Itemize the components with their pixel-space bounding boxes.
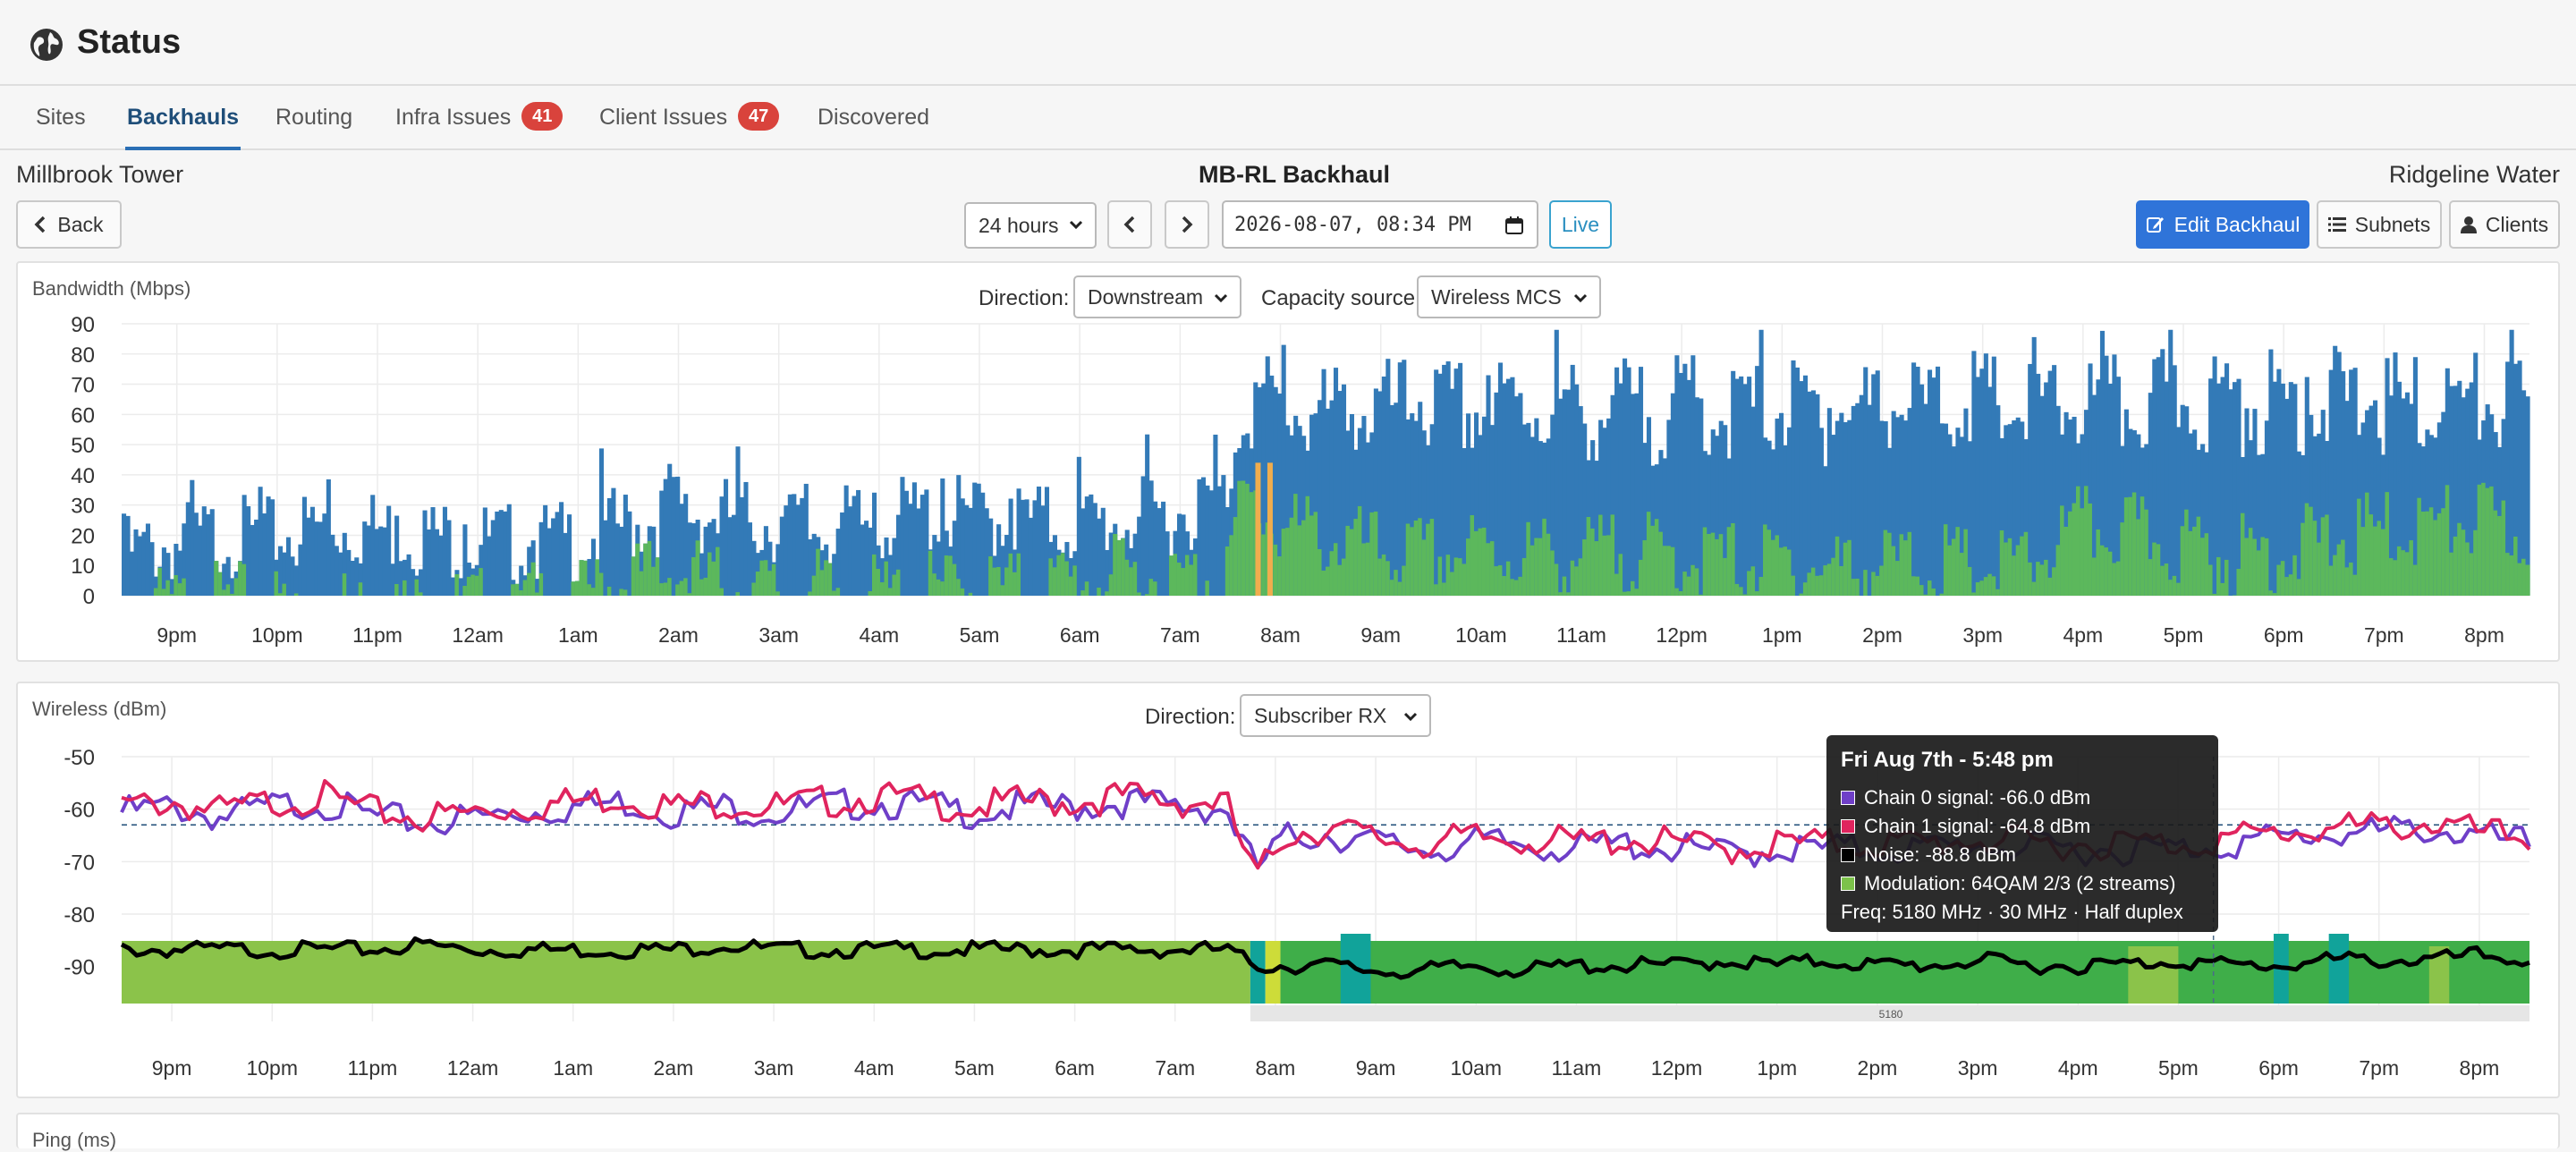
datetime-input[interactable]: 2026-08-07, 08:34 PM (1222, 200, 1538, 249)
bandwidth-chart-title: Bandwidth (Mbps) (32, 277, 191, 300)
live-button[interactable]: Live (1549, 200, 1612, 249)
list-icon (2327, 217, 2346, 232)
tooltip-footer: Freq: 5180 MHz · 30 MHz · Half duplex (1841, 901, 2183, 923)
tab-backhauls[interactable]: Backhauls (125, 86, 242, 150)
chevron-down-icon (1069, 220, 1083, 230)
chevron-down-icon (1214, 293, 1228, 303)
site-b-name: Ridgeline Water (2388, 161, 2560, 188)
calendar-icon (1505, 216, 1523, 234)
infra-issues-count-badge: 41 (521, 102, 564, 131)
chevron-left-icon (1123, 216, 1135, 233)
legend-swatch (1841, 848, 1855, 862)
wireless-chart-title: Wireless (dBm) (32, 698, 167, 720)
bandwidth-direction-select[interactable]: Downstream (1073, 275, 1241, 318)
wireless-direction-label: Direction: (1145, 705, 1236, 729)
legend-swatch (1841, 877, 1855, 891)
time-range-select[interactable]: 24 hours (964, 202, 1097, 249)
tooltip-row-modulation: Modulation: 64QAM 2/3 (2 streams) (1841, 869, 2204, 898)
bandwidth-panel: Bandwidth (Mbps) Direction: Downstream C… (16, 261, 2560, 662)
ping-panel (16, 1113, 2560, 1148)
tooltip-row-chain0: Chain 0 signal: -66.0 dBm (1841, 784, 2204, 812)
page-title: Status (77, 23, 182, 61)
capacity-source-select[interactable]: Wireless MCS (1417, 275, 1601, 318)
chevron-down-icon (1573, 293, 1588, 303)
tab-discovered[interactable]: Discovered (818, 105, 930, 130)
site-a-name: Millbrook Tower (16, 161, 184, 188)
tooltip-row-noise: Noise: -88.8 dBm (1841, 841, 2204, 869)
status-tabs: Sites Backhauls Routing Infra Issues 41 C… (0, 86, 2576, 150)
tooltip-row-chain1: Chain 1 signal: -64.8 dBm (1841, 812, 2204, 841)
chevron-right-icon (1182, 216, 1193, 233)
tooltip-title: Fri Aug 7th - 5:48 pm (1841, 748, 2054, 772)
legend-swatch (1841, 791, 1855, 805)
clients-button[interactable]: Clients (2449, 200, 2560, 249)
edit-backhaul-button[interactable]: Edit Backhaul (2136, 200, 2309, 249)
chart-tooltip: Fri Aug 7th - 5:48 pm Chain 0 signal: -6… (1826, 735, 2218, 932)
tab-routing[interactable]: Routing (275, 105, 353, 130)
user-icon (2460, 216, 2477, 233)
client-issues-count-badge: 47 (738, 102, 780, 131)
backhaul-name: MB-RL Backhaul (1199, 161, 1391, 188)
globe-icon (30, 29, 63, 61)
next-period-button[interactable] (1165, 200, 1209, 249)
ping-chart-title: Ping (ms) (32, 1129, 117, 1151)
tab-infra-issues[interactable]: Infra Issues 41 (395, 86, 564, 150)
legend-swatch (1841, 819, 1855, 834)
back-button[interactable]: Back (16, 200, 122, 249)
chevron-down-icon (1403, 712, 1418, 722)
chevron-left-icon (34, 216, 46, 233)
tab-client-issues[interactable]: Client Issues 47 (599, 86, 780, 150)
previous-period-button[interactable] (1107, 200, 1152, 249)
bandwidth-direction-label: Direction: (979, 286, 1070, 310)
subnets-button[interactable]: Subnets (2317, 200, 2442, 249)
wireless-direction-select[interactable]: Subscriber RX (1240, 694, 1431, 737)
edit-icon (2146, 217, 2164, 233)
tab-sites[interactable]: Sites (36, 105, 86, 130)
top-header: Status (0, 0, 2576, 86)
capacity-source-label: Capacity source: (1261, 286, 1421, 310)
